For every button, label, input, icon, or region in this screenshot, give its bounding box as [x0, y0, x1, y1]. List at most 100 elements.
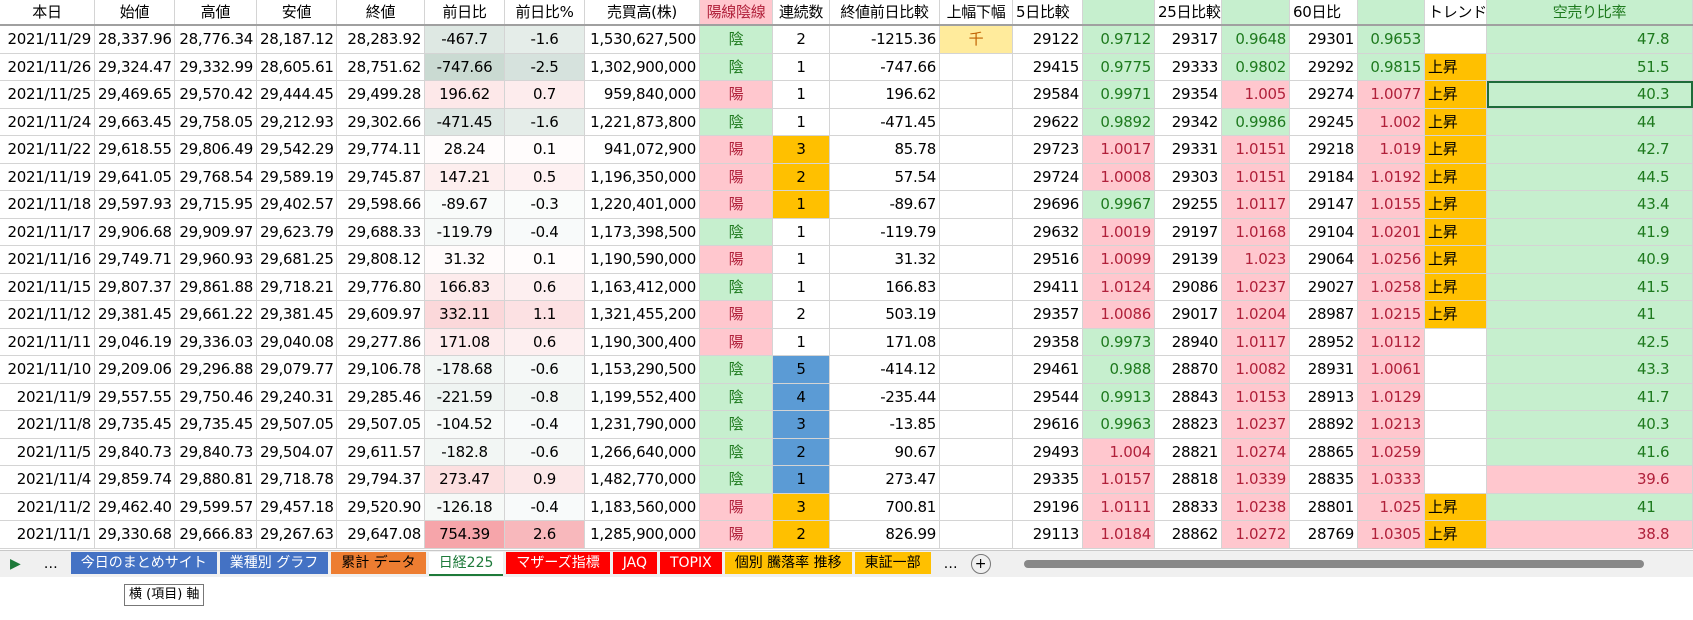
- cell-volume[interactable]: 1,285,900,000: [585, 521, 700, 548]
- cell-candle[interactable]: 陰: [700, 218, 773, 245]
- cell-today[interactable]: 2021/11/5: [0, 438, 95, 465]
- col-header-volume[interactable]: 売買高(株): [585, 0, 700, 24]
- cell-volume[interactable]: 1,190,300,400: [585, 328, 700, 355]
- cell-change-pct[interactable]: 0.9: [505, 466, 585, 493]
- cell-open[interactable]: 29,859.74: [95, 466, 175, 493]
- cell-ma5-ratio[interactable]: 1.0111: [1083, 493, 1155, 520]
- cell-short-ratio[interactable]: 41.6: [1487, 438, 1693, 465]
- cell-candle[interactable]: 陽: [700, 328, 773, 355]
- cell-ma25-ratio[interactable]: 0.9802: [1222, 53, 1290, 80]
- cell-open[interactable]: 29,462.40: [95, 493, 175, 520]
- cell-volume[interactable]: 959,840,000: [585, 81, 700, 108]
- cell-short-ratio[interactable]: 39.6: [1487, 466, 1693, 493]
- cell-range[interactable]: [940, 411, 1013, 438]
- cell-streak[interactable]: 1: [773, 108, 830, 135]
- cell-candle[interactable]: 陽: [700, 493, 773, 520]
- cell-streak[interactable]: 2: [773, 26, 830, 53]
- cell-ma25[interactable]: 28818: [1155, 466, 1222, 493]
- cell-open[interactable]: 29,469.65: [95, 81, 175, 108]
- cell-trend[interactable]: [1425, 356, 1487, 383]
- cell-open[interactable]: 29,735.45: [95, 411, 175, 438]
- cell-today[interactable]: 2021/11/24: [0, 108, 95, 135]
- cell-ma60-ratio[interactable]: 1.0155: [1358, 191, 1425, 218]
- col-header-change-pct[interactable]: 前日比%: [505, 0, 585, 24]
- cell-change[interactable]: -119.79: [425, 218, 505, 245]
- cell-low[interactable]: 29,240.31: [257, 383, 337, 410]
- cell-high[interactable]: 29,661.22: [175, 301, 257, 328]
- cell-volume[interactable]: 1,190,590,000: [585, 246, 700, 273]
- cell-ma25-ratio[interactable]: 1.005: [1222, 81, 1290, 108]
- cell-high[interactable]: 29,861.88: [175, 273, 257, 300]
- cell-close-diff[interactable]: 171.08: [830, 328, 940, 355]
- cell-trend[interactable]: 上昇: [1425, 81, 1487, 108]
- cell-ma60-ratio[interactable]: 1.0333: [1358, 466, 1425, 493]
- cell-today[interactable]: 2021/11/19: [0, 163, 95, 190]
- add-sheet-icon[interactable]: +: [970, 554, 991, 574]
- cell-low[interactable]: 29,623.79: [257, 218, 337, 245]
- cell-candle[interactable]: 陽: [700, 246, 773, 273]
- cell-change-pct[interactable]: 0.5: [505, 163, 585, 190]
- horizontal-scrollbar[interactable]: [1023, 560, 1644, 568]
- sheet-tab[interactable]: マザーズ指標: [506, 552, 610, 574]
- col-header-ma25-ratio[interactable]: [1222, 0, 1290, 24]
- more-tabs-right[interactable]: …: [943, 556, 958, 572]
- cell-range[interactable]: [940, 273, 1013, 300]
- cell-close-diff[interactable]: 85.78: [830, 136, 940, 163]
- cell-trend[interactable]: [1425, 438, 1487, 465]
- cell-high[interactable]: 29,909.97: [175, 218, 257, 245]
- sheet-tab[interactable]: 東証一部: [854, 552, 931, 574]
- cell-ma25-ratio[interactable]: 1.0151: [1222, 136, 1290, 163]
- cell-today[interactable]: 2021/11/17: [0, 218, 95, 245]
- cell-open[interactable]: 29,807.37: [95, 273, 175, 300]
- cell-change-pct[interactable]: -0.4: [505, 493, 585, 520]
- cell-ma25-ratio[interactable]: 0.9648: [1222, 26, 1290, 53]
- cell-ma25[interactable]: 28823: [1155, 411, 1222, 438]
- col-header-close-diff[interactable]: 終値前日比較: [830, 0, 940, 24]
- cell-candle[interactable]: 陰: [700, 26, 773, 53]
- cell-ma5[interactable]: 29122: [1013, 26, 1083, 53]
- cell-ma60[interactable]: 28865: [1290, 438, 1358, 465]
- cell-today[interactable]: 2021/11/12: [0, 301, 95, 328]
- cell-low[interactable]: 29,504.07: [257, 438, 337, 465]
- cell-short-ratio[interactable]: 42.7: [1487, 136, 1693, 163]
- cell-ma5-ratio[interactable]: 1.0184: [1083, 521, 1155, 548]
- cell-ma5[interactable]: 29461: [1013, 356, 1083, 383]
- cell-close[interactable]: 29,776.80: [337, 273, 425, 300]
- cell-trend[interactable]: 上昇: [1425, 521, 1487, 548]
- cell-close[interactable]: 29,647.08: [337, 521, 425, 548]
- cell-close-diff[interactable]: 90.67: [830, 438, 940, 465]
- cell-low[interactable]: 29,457.18: [257, 493, 337, 520]
- cell-ma60-ratio[interactable]: 0.9653: [1358, 26, 1425, 53]
- cell-candle[interactable]: 陰: [700, 53, 773, 80]
- cell-today[interactable]: 2021/11/11: [0, 328, 95, 355]
- sheet-tab[interactable]: 日経225: [428, 552, 504, 576]
- cell-short-ratio[interactable]: 40.3: [1487, 81, 1693, 108]
- cell-range[interactable]: [940, 383, 1013, 410]
- cell-trend[interactable]: 上昇: [1425, 191, 1487, 218]
- cell-high[interactable]: 29,960.93: [175, 246, 257, 273]
- col-header-change[interactable]: 前日比: [425, 0, 505, 24]
- cell-low[interactable]: 29,589.19: [257, 163, 337, 190]
- cell-open[interactable]: 29,381.45: [95, 301, 175, 328]
- cell-volume[interactable]: 1,220,401,000: [585, 191, 700, 218]
- cell-ma60-ratio[interactable]: 1.0201: [1358, 218, 1425, 245]
- cell-ma25[interactable]: 29255: [1155, 191, 1222, 218]
- cell-candle[interactable]: 陰: [700, 466, 773, 493]
- cell-candle[interactable]: 陽: [700, 521, 773, 548]
- cell-close[interactable]: 29,745.87: [337, 163, 425, 190]
- cell-low[interactable]: 29,079.77: [257, 356, 337, 383]
- cell-close[interactable]: 29,302.66: [337, 108, 425, 135]
- cell-high[interactable]: 28,776.34: [175, 26, 257, 53]
- cell-change-pct[interactable]: -0.3: [505, 191, 585, 218]
- cell-ma5[interactable]: 29616: [1013, 411, 1083, 438]
- cell-ma60[interactable]: 29292: [1290, 53, 1358, 80]
- cell-ma25-ratio[interactable]: 1.0117: [1222, 328, 1290, 355]
- cell-ma60[interactable]: 28769: [1290, 521, 1358, 548]
- cell-high[interactable]: 29,880.81: [175, 466, 257, 493]
- cell-short-ratio[interactable]: 44: [1487, 108, 1693, 135]
- cell-ma60[interactable]: 29104: [1290, 218, 1358, 245]
- cell-streak[interactable]: 3: [773, 411, 830, 438]
- cell-high[interactable]: 29,840.73: [175, 438, 257, 465]
- cell-range[interactable]: [940, 328, 1013, 355]
- cell-candle[interactable]: 陽: [700, 136, 773, 163]
